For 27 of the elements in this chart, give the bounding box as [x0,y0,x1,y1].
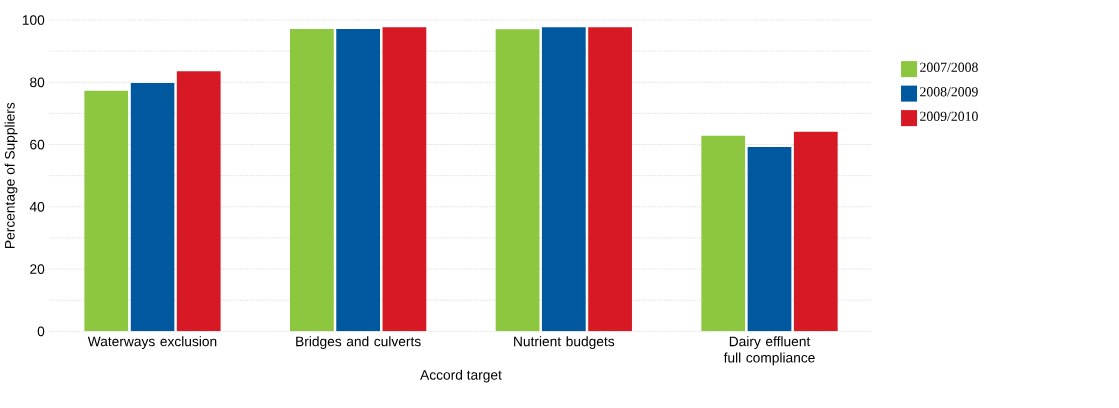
y-axis-title: Percentage of Suppliers [4,102,18,249]
y-tick-label: 0 [37,326,45,337]
y-tick-label: 20 [30,264,45,275]
bar [290,29,334,332]
x-tick-label: Dairy effluent full compliance [723,336,815,366]
y-tick-label: 80 [30,77,45,88]
x-axis-title: Accord target [420,369,502,383]
x-tick-label: Waterways exclusion [87,336,217,350]
bar [176,71,221,332]
legend-label: 2008/2009 [920,87,978,97]
bar [336,29,381,332]
legend-label: 2007/2008 [920,62,978,73]
bar [382,27,427,332]
legend-label: 2009/2010 [920,111,978,122]
y-tick-label: 60 [30,139,45,150]
bar [793,131,838,332]
bar [701,136,746,332]
y-tick-label: 100 [22,15,45,26]
bar [495,29,540,332]
bar [130,83,175,332]
bar [541,27,586,332]
bar [84,90,129,332]
y-tick-label: 40 [29,202,45,212]
bar [588,27,632,332]
bar [747,147,792,332]
x-tick-label: Nutrient budgets [514,336,615,350]
x-tick-label: Bridges and culverts [296,336,421,350]
